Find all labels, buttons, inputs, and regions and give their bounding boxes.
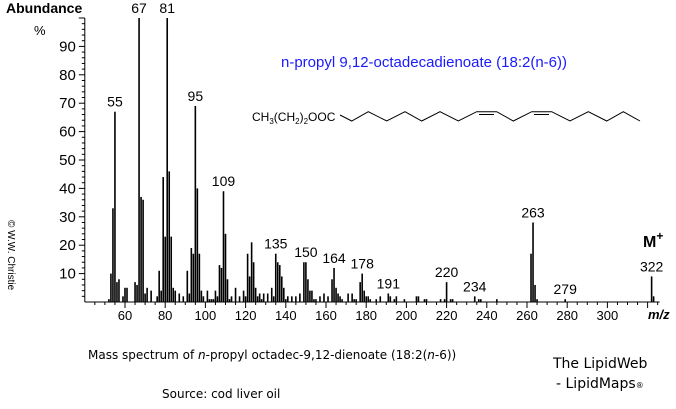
x-axis-label: m/z (648, 307, 670, 322)
y-tick-label: 90 (59, 38, 76, 55)
x-tick-label: 100 (195, 308, 217, 323)
caption-middle: -propyl octadec-9,12-dienoate (18:2( (205, 348, 428, 362)
molecular-ion-label: M+ (643, 229, 663, 251)
x-tick-label: 240 (476, 308, 498, 323)
caption: Mass spectrum of n-propyl octadec-9,12-d… (88, 348, 456, 362)
peak-label-234: 234 (463, 278, 487, 294)
axes: 10 20 30 40 50 60 70 80 90 60 80 100 120 140 160 180 200… (59, 17, 660, 323)
x-tick-label: 120 (235, 308, 257, 323)
x-tick-label: 180 (355, 308, 377, 323)
y-axis-label: Abundance (6, 0, 82, 16)
y-tick-label: 80 (59, 67, 76, 84)
peak-label-135: 135 (264, 236, 288, 252)
caption-italic-n: n (198, 348, 206, 362)
peak-label-220: 220 (435, 264, 459, 280)
peak-label-95: 95 (188, 88, 204, 104)
structure: CH3(CH2)2OOC (252, 110, 641, 126)
x-tick-label: 140 (275, 308, 297, 323)
registered-mark: ® (635, 381, 644, 390)
peak-label-322: 322 (640, 258, 664, 274)
peak-label-81: 81 (159, 0, 175, 16)
copyright: © W.W. Christie (5, 220, 16, 291)
y-tick-label: 50 (59, 152, 76, 169)
x-tick-label: 60 (118, 308, 132, 323)
source: Source: cod liver oil (162, 387, 281, 401)
y-tick-label: 10 (59, 266, 76, 283)
brand-line2-text: - LipidMaps (556, 376, 636, 392)
peaks (108, 18, 655, 302)
chart-title: n-propyl 9,12-octadecadienoate (18:2(n-6… (281, 54, 567, 71)
y-axis-unit: % (34, 23, 46, 38)
caption-suffix: -6)) (434, 348, 457, 362)
brand-line2: - LipidMaps® (556, 376, 644, 392)
x-tick-label: 260 (516, 308, 538, 323)
y-tick-label: 70 (59, 95, 76, 112)
y-tick-label: 20 (59, 237, 76, 254)
peak-label-109: 109 (212, 173, 236, 189)
y-tick-label: 40 (59, 180, 76, 197)
peak-label-263: 263 (521, 204, 545, 220)
x-tick-label: 160 (315, 308, 337, 323)
peak-label-164: 164 (322, 250, 346, 266)
fatty-acid-chain (339, 111, 641, 122)
x-tick-label: 220 (436, 308, 458, 323)
caption-italic-n2: n (427, 348, 435, 362)
peak-label-178: 178 (351, 256, 375, 272)
brand-line1: The LipidWeb (553, 356, 648, 372)
peak-label-279: 279 (554, 281, 578, 297)
y-tick-label: 30 (59, 209, 76, 226)
x-tick-label: 300 (597, 308, 619, 323)
structure-label: CH3(CH2)2OOC (252, 110, 336, 126)
peak-label-150: 150 (294, 244, 318, 260)
x-tick-label: 200 (396, 308, 418, 323)
peak-label-55: 55 (107, 94, 123, 110)
caption-prefix: Mass spectrum of (88, 348, 199, 362)
y-tick-label: 60 (59, 124, 76, 141)
x-tick-label: 80 (158, 308, 172, 323)
peak-label-67: 67 (131, 0, 147, 16)
x-tick-label: 280 (556, 308, 578, 323)
peak-label-191: 191 (377, 275, 401, 291)
